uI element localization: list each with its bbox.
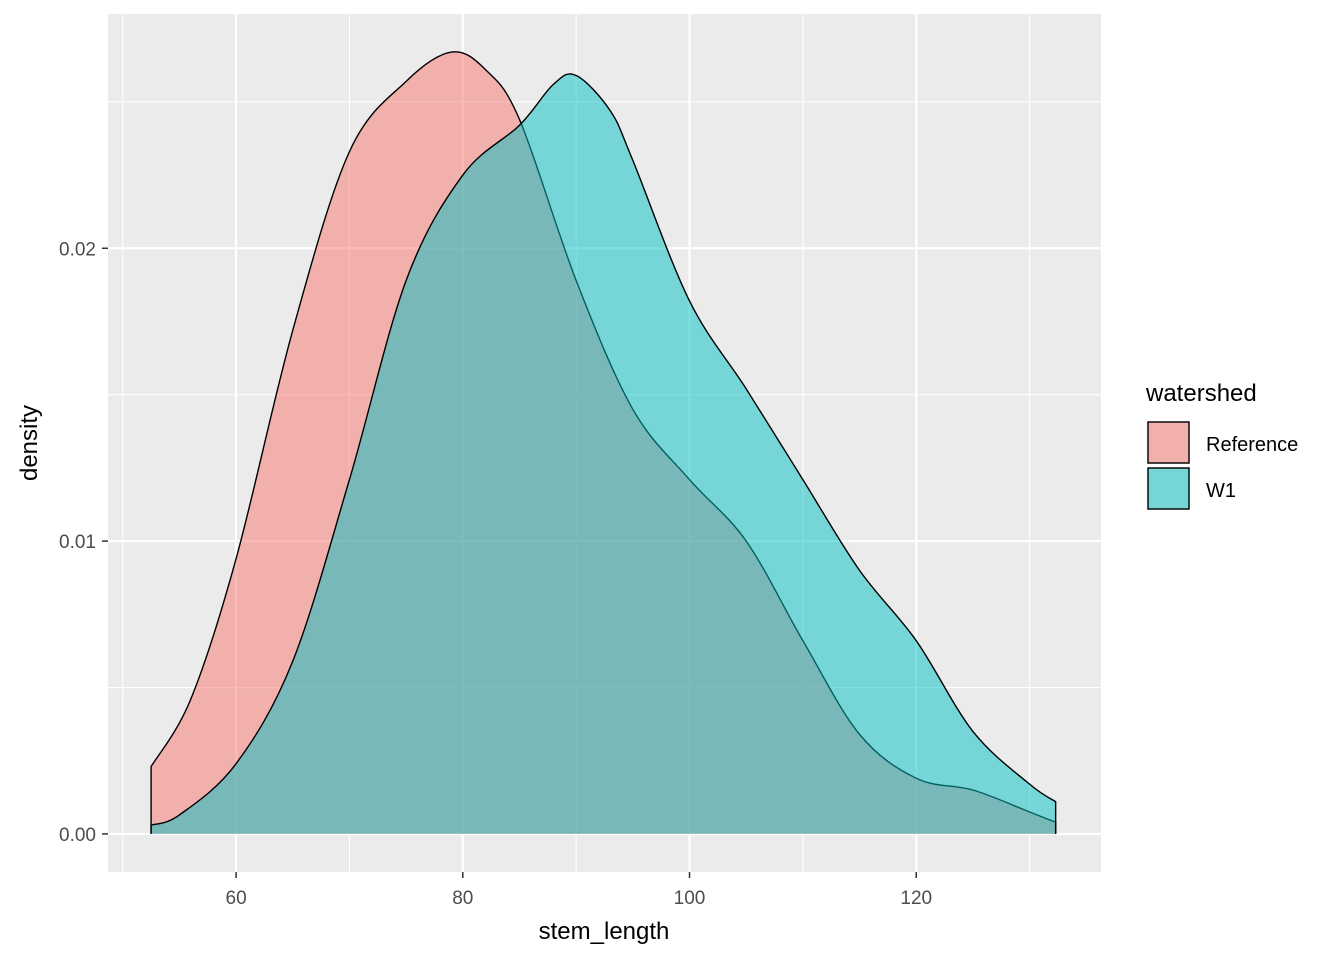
legend-title: watershed <box>1145 380 1257 407</box>
x-tick-label: 120 <box>900 888 932 909</box>
legend-label: Reference <box>1206 434 1298 456</box>
x-tick-label: 100 <box>674 888 706 909</box>
density-line-w1 <box>150 73 1057 834</box>
legend: watershed Reference W1 <box>1145 380 1298 510</box>
x-tick-label: 60 <box>226 888 247 909</box>
density-areas <box>150 51 1057 834</box>
y-tick-label: 0.01 <box>59 532 96 553</box>
legend-label: W1 <box>1206 480 1236 502</box>
x-tick-label: 80 <box>452 888 473 909</box>
density-area-w1 <box>151 73 1056 834</box>
y-tick-label: 0.00 <box>59 825 96 846</box>
x-axis-title: stem_length <box>539 918 670 945</box>
x-axis: 60 80 100 120 <box>226 872 932 909</box>
legend-key-reference <box>1147 421 1190 464</box>
y-axis: 0.00 0.01 0.02 <box>59 239 108 846</box>
legend-key-w1 <box>1147 467 1190 510</box>
y-axis-title: density <box>16 405 43 481</box>
y-tick-label: 0.02 <box>59 239 96 260</box>
